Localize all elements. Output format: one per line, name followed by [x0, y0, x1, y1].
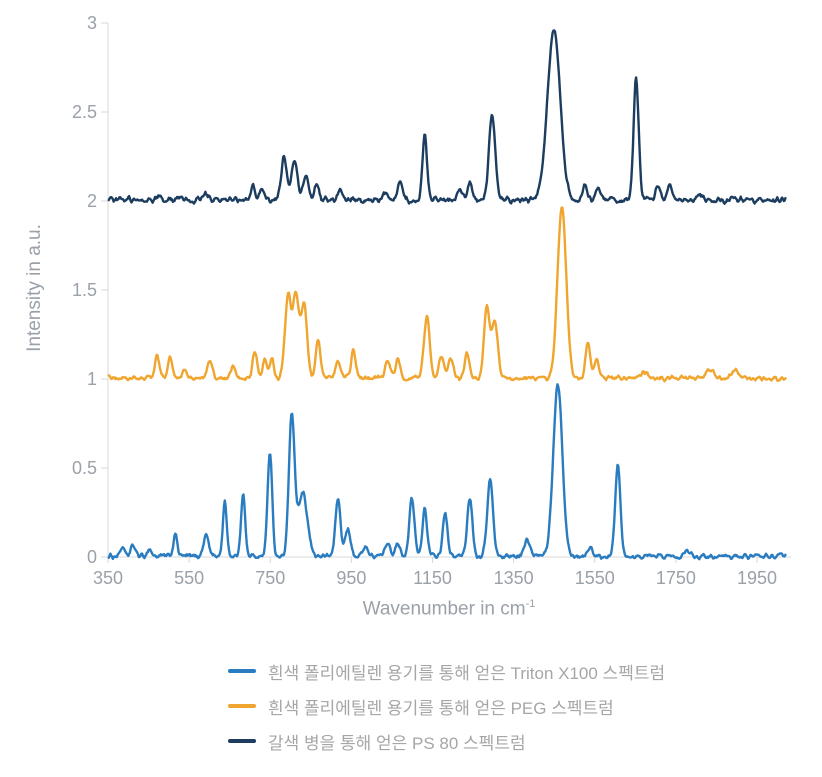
- legend: 흰색 폴리에틸렌 용기를 통해 얻은 Triton X100 스펙트럼 흰색 폴…: [228, 660, 665, 765]
- x-tick-label: 950: [336, 568, 366, 588]
- x-tick-label: 350: [93, 568, 123, 588]
- spectrum-triton-x100: [107, 383, 787, 561]
- y-tick-label: 3: [87, 13, 97, 33]
- legend-label-ps-80: 갈색 병을 통해 얻은 PS 80 스펙트럼: [268, 733, 526, 753]
- spectrum-ps-80: [107, 29, 787, 205]
- x-tick-label: 1950: [737, 568, 777, 588]
- y-tick-label: 1: [87, 369, 97, 389]
- spectrum-peg: [107, 206, 787, 383]
- x-axis-title: Wavenumber in cm-1: [108, 598, 790, 620]
- legend-item-triton-x100: 흰색 폴리에틸렌 용기를 통해 얻은 Triton X100 스펙트럼: [228, 660, 666, 683]
- y-tick-label: 1.5: [72, 280, 97, 300]
- legend-label-peg: 흰색 폴리에틸렌 용기를 통해 얻은 PEG 스펙트럼: [268, 698, 614, 718]
- x-tick-label: 1350: [494, 568, 534, 588]
- x-tick-label: 1550: [575, 568, 615, 588]
- x-axis-title-text: Wavenumber in cm: [362, 598, 526, 620]
- x-tick-label: 1150: [413, 568, 452, 588]
- x-tick-label: 550: [174, 568, 204, 588]
- y-tick-label: 2.5: [72, 102, 97, 122]
- legend-item-peg: 흰색 폴리에틸렌 용기를 통해 얻은 PEG 스펙트럼: [228, 695, 665, 718]
- legend-item-ps-80: 갈색 병을 통해 얻은 PS 80 스펙트럼: [228, 730, 665, 753]
- y-axis-title-text: Intensity in a.u.: [24, 224, 45, 352]
- y-tick-label: 2: [87, 191, 97, 211]
- legend-line-swatch-triton-x100: [228, 669, 256, 673]
- x-tick-label: 750: [255, 568, 285, 588]
- y-tick-label: 0.5: [72, 458, 97, 478]
- x-tick-label: 1750: [656, 568, 696, 588]
- x-axis-title-superscript: -1: [525, 598, 536, 610]
- spectra-plot-canvas: 0 0.5 1 1.5 2 2.5 3 350 550 750 950 1150 1350 1550 175…: [72, 13, 791, 588]
- legend-label-triton-x100: 흰색 폴리에틸렌 용기를 통해 얻은 Triton X100 스펙트럼: [268, 663, 666, 683]
- legend-line-swatch-peg: [228, 704, 256, 708]
- y-tick-label: 0: [87, 547, 97, 567]
- y-axis-title: Intensity in a.u.: [24, 138, 48, 438]
- legend-line-swatch-ps-80: [228, 739, 256, 743]
